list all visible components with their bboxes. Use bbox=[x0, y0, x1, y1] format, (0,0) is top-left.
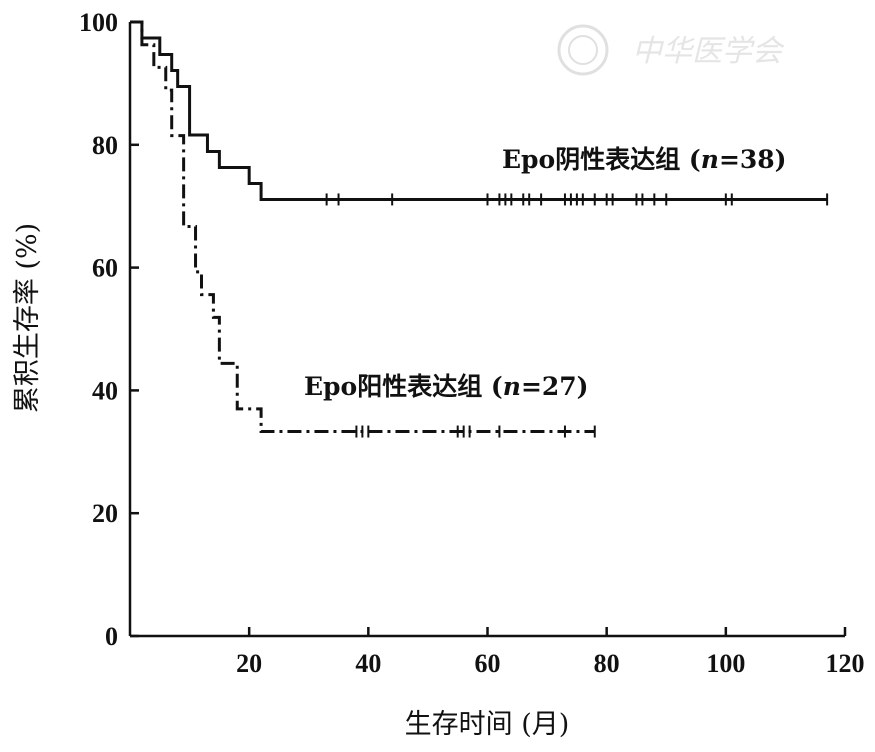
y-axis-ticks: 0 20 40 60 80 100 bbox=[79, 8, 139, 651]
series-negative bbox=[130, 20, 829, 206]
y-tick-label: 20 bbox=[92, 499, 118, 528]
series-positive bbox=[130, 20, 596, 438]
x-tick-label: 100 bbox=[706, 649, 745, 678]
y-tick-label: 0 bbox=[105, 622, 118, 651]
y-tick-label: 60 bbox=[92, 254, 118, 283]
x-axis-title: 生存时间 (月) bbox=[405, 709, 570, 740]
x-tick-label: 120 bbox=[826, 649, 865, 678]
x-axis-ticks: 20 40 60 80 100 120 bbox=[236, 627, 865, 678]
y-axis-title: 累积生存率 (%) bbox=[12, 223, 43, 413]
x-tick-label: 80 bbox=[594, 649, 620, 678]
series-label-positive-n: n bbox=[503, 372, 521, 401]
axes: 20 40 60 80 100 120 0 20 40 60 80 100 bbox=[79, 8, 865, 678]
series-label-negative-value: =38) bbox=[719, 145, 787, 174]
watermark-seal-icon bbox=[557, 24, 609, 76]
series-label-positive-prefix: Epo阳性表达组 ( bbox=[304, 372, 503, 401]
series-layer bbox=[130, 20, 829, 438]
series-label-negative: Epo阴性表达组 (n=38) bbox=[502, 145, 787, 174]
survival-step-line bbox=[130, 20, 595, 434]
x-tick-label: 60 bbox=[475, 649, 501, 678]
y-tick-label: 100 bbox=[79, 8, 118, 37]
x-tick-label: 40 bbox=[355, 649, 381, 678]
series-label-positive-value: =27) bbox=[521, 372, 589, 401]
watermark: 中华医学会 bbox=[557, 24, 785, 76]
series-label-negative-prefix: Epo阴性表达组 ( bbox=[502, 145, 701, 174]
y-tick-label: 40 bbox=[92, 376, 118, 405]
x-tick-label: 20 bbox=[236, 649, 262, 678]
watermark-text: 中华医学会 bbox=[632, 34, 785, 69]
y-tick-label: 80 bbox=[92, 131, 118, 160]
watermark-seal-inner-icon bbox=[568, 35, 598, 65]
series-label-negative-n: n bbox=[701, 145, 719, 174]
series-label-positive: Epo阳性表达组 (n=27) bbox=[304, 372, 589, 401]
survival-step-line bbox=[130, 20, 828, 201]
